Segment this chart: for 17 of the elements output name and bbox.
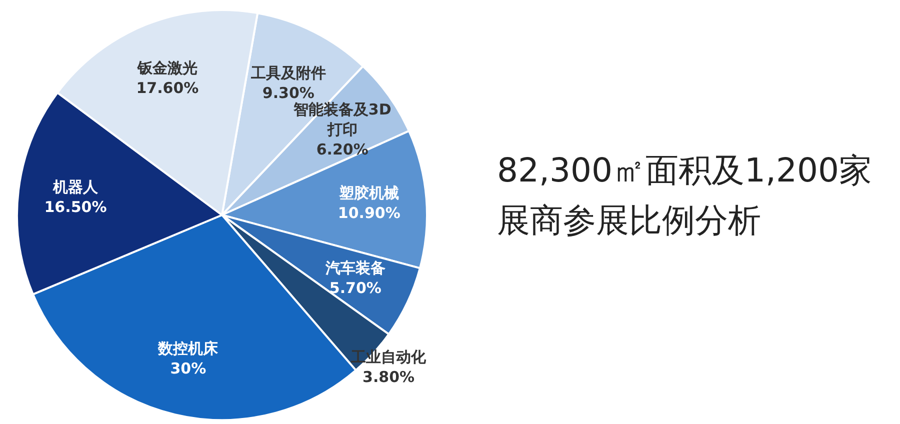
slice-label: 智能装备及3D打印 bbox=[292, 100, 392, 139]
data-label: 3.80% bbox=[362, 368, 415, 386]
slice-label: 汽车装备 bbox=[324, 259, 386, 278]
slice-label: 工具及附件 bbox=[250, 64, 326, 82]
data-label: 9.30% bbox=[262, 84, 314, 102]
text: 82,300㎡面积及1,200家展商参展比例分析 bbox=[497, 150, 872, 240]
slice-label: 机器人 bbox=[52, 178, 99, 196]
data-label: 6.20% bbox=[316, 140, 368, 159]
slice-label: 工业自动化 bbox=[350, 348, 428, 366]
slice-label: 塑胶机械 bbox=[338, 184, 400, 202]
data-label: 10.90% bbox=[338, 204, 400, 222]
data-label: 17.60% bbox=[136, 78, 199, 97]
data-label: 16.50% bbox=[44, 198, 107, 216]
data-label: 5.70% bbox=[329, 279, 382, 298]
data-label: 30% bbox=[170, 360, 206, 378]
slice-label: 钣金激光 bbox=[136, 58, 198, 77]
slice-label: 数控机床 bbox=[157, 340, 220, 358]
